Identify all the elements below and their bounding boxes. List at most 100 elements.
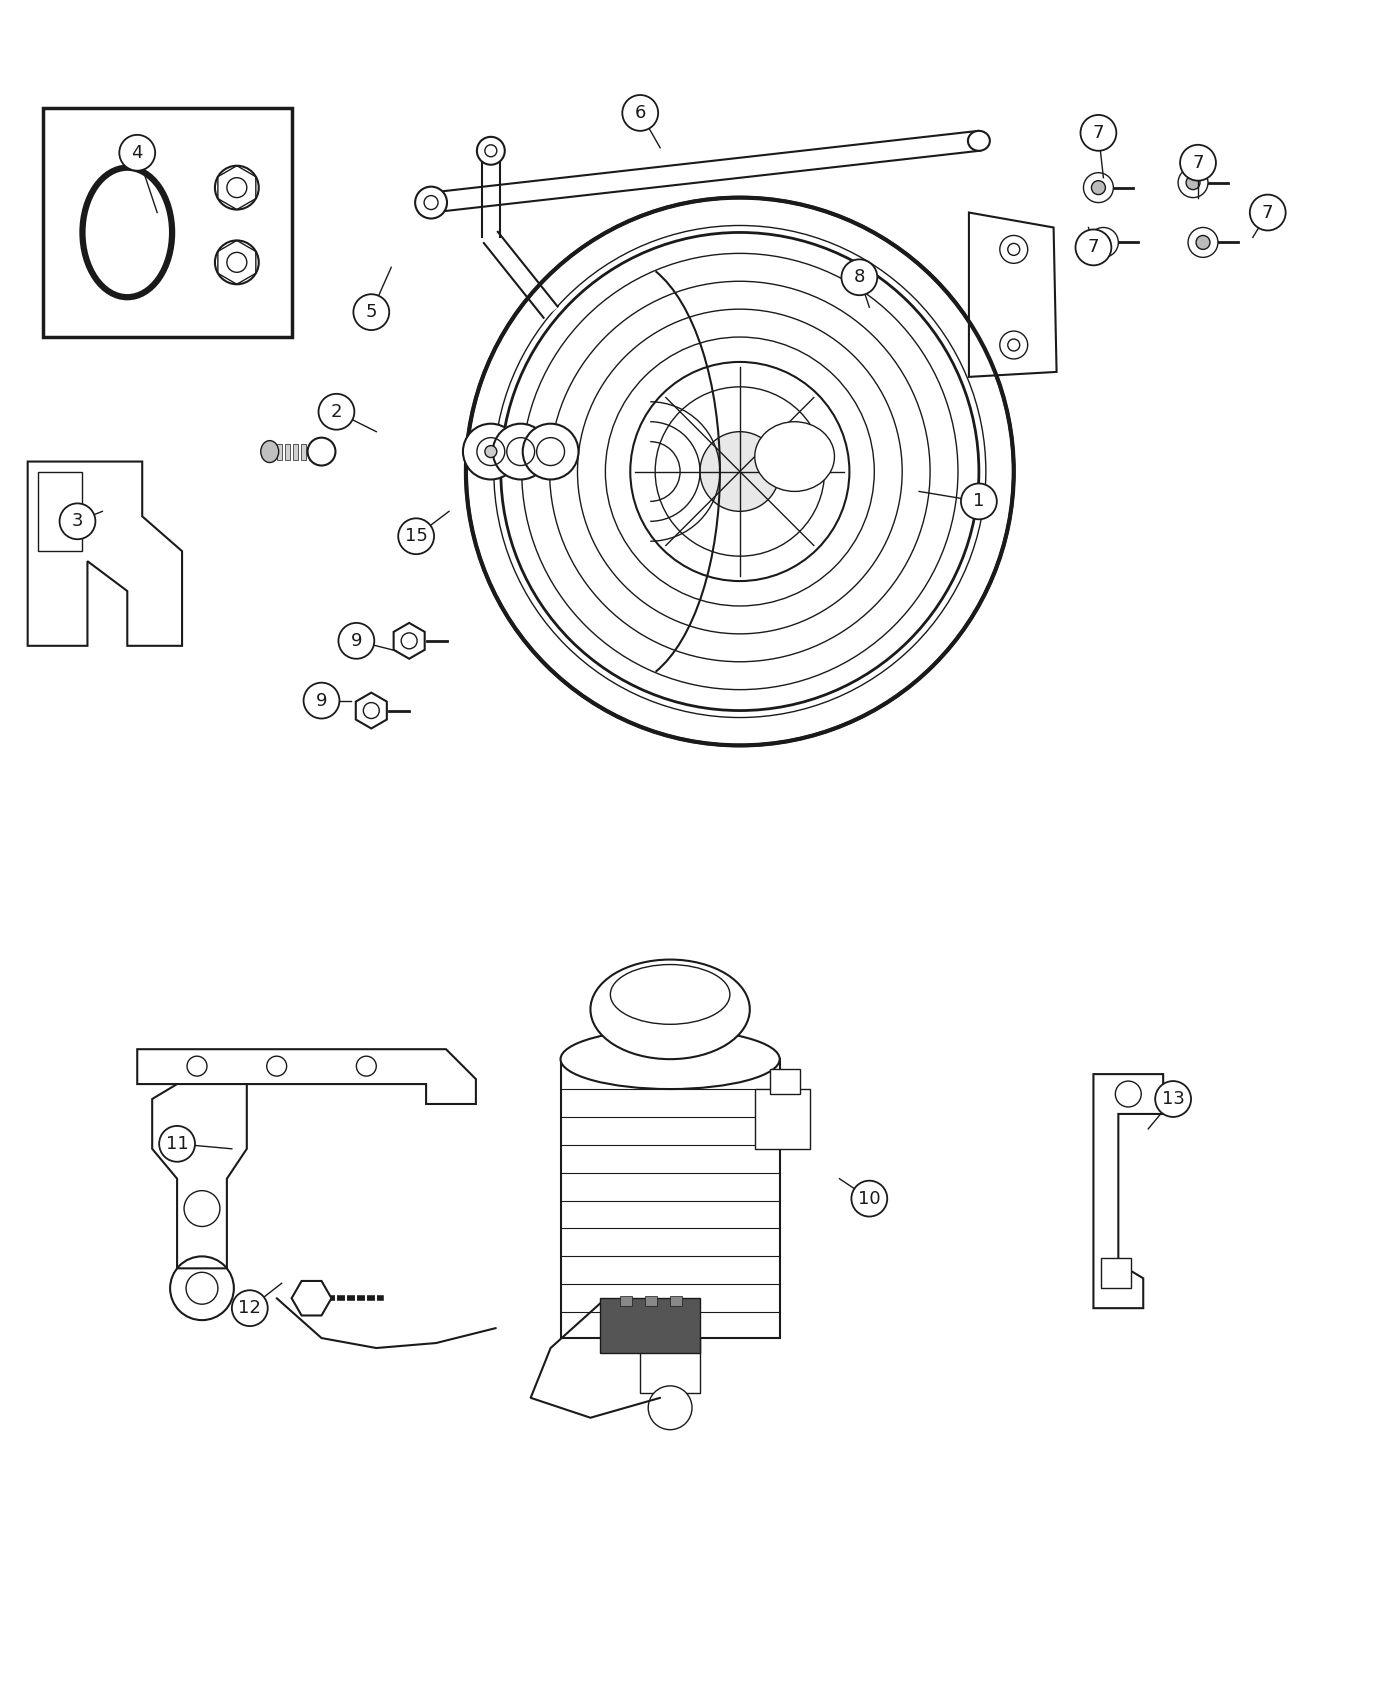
Bar: [277, 444, 281, 459]
Circle shape: [960, 483, 997, 518]
Text: 15: 15: [405, 527, 427, 546]
Circle shape: [1000, 332, 1028, 359]
Circle shape: [1186, 175, 1200, 190]
Polygon shape: [969, 212, 1057, 377]
Polygon shape: [482, 148, 500, 238]
Circle shape: [1250, 194, 1285, 231]
Polygon shape: [153, 1085, 246, 1268]
Bar: [284, 444, 290, 459]
Text: 9: 9: [350, 632, 363, 649]
Ellipse shape: [610, 964, 729, 1025]
Polygon shape: [430, 131, 980, 212]
Circle shape: [623, 95, 658, 131]
Circle shape: [841, 260, 878, 296]
Circle shape: [188, 1056, 207, 1076]
Text: 1: 1: [973, 493, 984, 510]
Ellipse shape: [260, 440, 279, 462]
Polygon shape: [356, 692, 386, 729]
Circle shape: [1196, 235, 1210, 250]
Bar: [755, 1090, 809, 1149]
Bar: [601, 1299, 700, 1353]
Circle shape: [232, 1290, 267, 1326]
Bar: [301, 444, 305, 459]
Circle shape: [484, 445, 497, 457]
Bar: [1102, 1258, 1131, 1289]
Text: 4: 4: [132, 144, 143, 162]
Circle shape: [1081, 116, 1116, 151]
Circle shape: [1008, 338, 1019, 350]
Text: 7: 7: [1193, 153, 1204, 172]
Polygon shape: [484, 231, 557, 318]
Circle shape: [216, 165, 259, 209]
Circle shape: [851, 1182, 888, 1217]
Circle shape: [477, 136, 505, 165]
Bar: [560, 1059, 780, 1338]
Ellipse shape: [755, 422, 834, 491]
Bar: [770, 1069, 799, 1095]
Circle shape: [424, 196, 438, 209]
Circle shape: [1189, 228, 1218, 257]
Circle shape: [493, 423, 549, 479]
Circle shape: [630, 362, 850, 581]
Circle shape: [1180, 144, 1217, 180]
Text: 7: 7: [1092, 124, 1105, 141]
Circle shape: [398, 518, 434, 554]
Circle shape: [227, 178, 246, 197]
Text: 13: 13: [1162, 1090, 1184, 1108]
Circle shape: [357, 1056, 377, 1076]
Circle shape: [160, 1125, 195, 1161]
Circle shape: [484, 144, 497, 156]
Ellipse shape: [591, 959, 750, 1059]
Circle shape: [267, 1056, 287, 1076]
Text: 6: 6: [634, 104, 645, 122]
Circle shape: [227, 252, 246, 272]
Circle shape: [466, 197, 1014, 745]
Polygon shape: [393, 622, 424, 660]
Polygon shape: [28, 461, 182, 646]
Circle shape: [1096, 235, 1110, 250]
Circle shape: [463, 423, 519, 479]
Bar: [640, 1338, 700, 1392]
Circle shape: [1008, 243, 1019, 255]
Circle shape: [1177, 168, 1208, 197]
Text: 7: 7: [1088, 238, 1099, 257]
Text: 7: 7: [1261, 204, 1274, 221]
Circle shape: [1092, 180, 1106, 194]
Bar: [620, 1295, 633, 1306]
Circle shape: [183, 1190, 220, 1226]
Circle shape: [353, 294, 389, 330]
Text: 9: 9: [316, 692, 328, 709]
Circle shape: [339, 622, 374, 660]
Circle shape: [119, 134, 155, 170]
Circle shape: [216, 240, 259, 284]
Bar: [42, 109, 291, 337]
Ellipse shape: [560, 1028, 780, 1090]
Circle shape: [1084, 173, 1113, 202]
Circle shape: [522, 423, 578, 479]
Circle shape: [1116, 1081, 1141, 1107]
Bar: [671, 1295, 682, 1306]
Ellipse shape: [967, 131, 990, 151]
Text: 11: 11: [165, 1136, 189, 1153]
Text: 12: 12: [238, 1299, 262, 1318]
Text: 5: 5: [365, 303, 377, 321]
Polygon shape: [137, 1049, 476, 1103]
Text: 8: 8: [854, 269, 865, 286]
Text: 2: 2: [330, 403, 342, 420]
Bar: [293, 444, 298, 459]
Circle shape: [304, 683, 339, 719]
Circle shape: [308, 437, 336, 466]
Circle shape: [416, 187, 447, 219]
Circle shape: [60, 503, 95, 539]
Bar: [308, 444, 314, 459]
Circle shape: [648, 1386, 692, 1430]
Circle shape: [402, 632, 417, 649]
Text: 10: 10: [858, 1190, 881, 1207]
Polygon shape: [1093, 1074, 1163, 1309]
Polygon shape: [38, 471, 83, 551]
Bar: [645, 1295, 657, 1306]
Circle shape: [1075, 230, 1112, 265]
Circle shape: [700, 432, 780, 512]
Polygon shape: [291, 1282, 332, 1316]
Text: 3: 3: [71, 512, 83, 530]
